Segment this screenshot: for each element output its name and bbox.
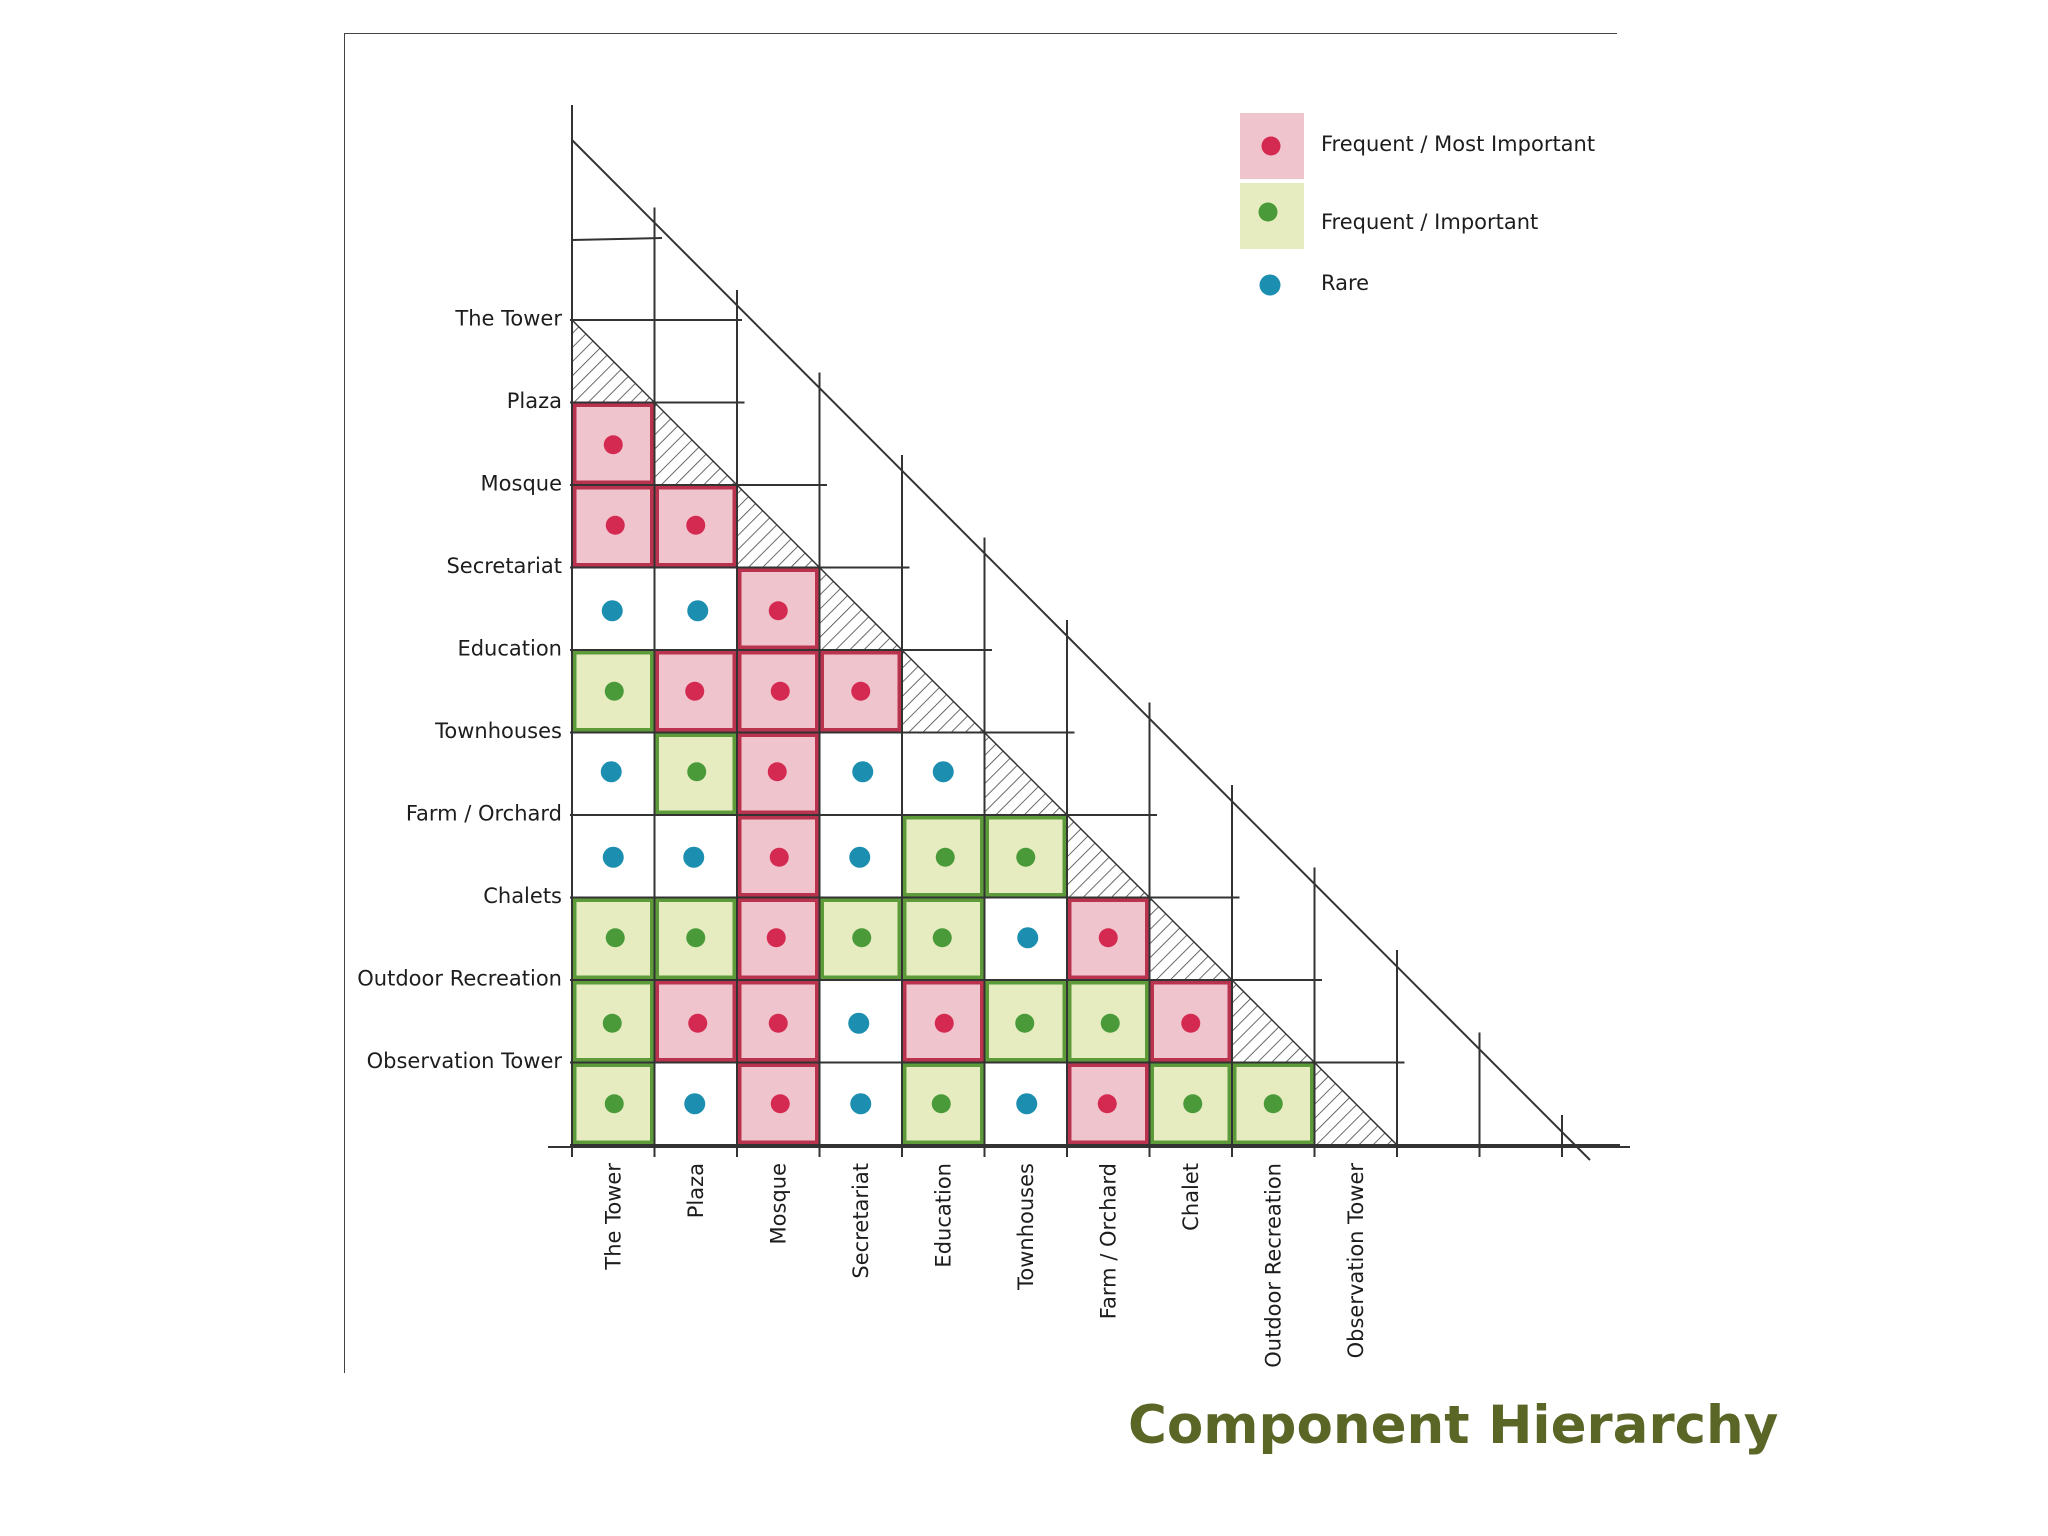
column-label: Outdoor Recreation	[1261, 1163, 1285, 1368]
row-label: The Tower	[454, 306, 562, 330]
dot-most	[766, 928, 786, 948]
cell-most	[1066, 1062, 1150, 1146]
dot-rare	[932, 761, 954, 783]
dot-most	[688, 1013, 708, 1033]
dot-rare	[1016, 1093, 1038, 1115]
dot-important	[604, 681, 624, 701]
dot-most	[768, 601, 788, 621]
dot-most	[1097, 1094, 1117, 1114]
dot-rare	[849, 846, 871, 868]
dot-rare	[684, 1093, 706, 1115]
dot-most	[605, 515, 625, 535]
dot-most	[851, 681, 871, 701]
legend-label-important: Frequent / Important	[1321, 210, 1538, 234]
dot-rare	[1017, 927, 1039, 949]
row-label: Chalets	[483, 884, 562, 908]
row-label: Observation Tower	[367, 1049, 563, 1073]
dot-rare	[600, 761, 622, 783]
row-label: Plaza	[507, 389, 562, 413]
dot-important	[686, 928, 706, 948]
dot-important	[1100, 1013, 1120, 1033]
row-labels: The Tower Plaza Mosque Secretariat Education…	[357, 306, 562, 1073]
dot-important	[1015, 1013, 1035, 1033]
legend: Frequent / Most Important Frequent / Impo…	[1240, 113, 1595, 296]
dot-most	[1181, 1013, 1201, 1033]
dot-important	[931, 1094, 951, 1114]
matrix-dots	[600, 435, 1283, 1115]
cell-most	[571, 484, 655, 568]
column-label: Mosque	[766, 1163, 790, 1244]
grid-h	[571, 237, 663, 241]
legend-label-rare: Rare	[1321, 271, 1369, 295]
cell-important	[571, 979, 655, 1063]
column-label: Townhouses	[1014, 1163, 1038, 1291]
dot-rare	[848, 1012, 870, 1034]
cell-important	[984, 814, 1068, 898]
dot-important	[687, 762, 707, 782]
row-label: Outdoor Recreation	[357, 966, 562, 990]
legend-label-most: Frequent / Most Important	[1321, 132, 1595, 156]
page-title: Component Hierarchy	[1128, 1395, 1779, 1456]
column-label: Plaza	[684, 1163, 708, 1218]
column-label: Secretariat	[849, 1163, 873, 1279]
legend-dot-rare	[1259, 274, 1281, 296]
legend-dot-most	[1261, 136, 1281, 156]
dot-most	[767, 762, 787, 782]
dot-important	[932, 928, 952, 948]
row-label: Farm / Orchard	[406, 801, 562, 825]
column-label: Education	[931, 1163, 955, 1268]
row-label: Secretariat	[446, 554, 562, 578]
dot-important	[605, 928, 625, 948]
frame-top-line	[344, 33, 1617, 34]
dot-rare	[852, 761, 874, 783]
dot-most	[770, 1094, 790, 1114]
dot-rare	[687, 600, 709, 622]
dot-important	[604, 1094, 624, 1114]
dot-most	[686, 515, 706, 535]
dot-rare	[602, 846, 624, 868]
dot-most	[769, 847, 789, 867]
column-label: The Tower	[601, 1163, 625, 1271]
dot-most	[768, 1013, 788, 1033]
column-label: Farm / Orchard	[1096, 1163, 1120, 1319]
row-label: Education	[457, 636, 562, 660]
dot-rare	[601, 600, 623, 622]
dot-rare	[683, 846, 705, 868]
column-label: Chalet	[1179, 1163, 1203, 1231]
dot-important	[1183, 1094, 1203, 1114]
row-label: Townhouses	[434, 719, 562, 743]
dot-important	[1263, 1094, 1283, 1114]
dot-important	[852, 928, 872, 948]
dot-important	[602, 1013, 622, 1033]
dot-most	[770, 681, 790, 701]
dot-rare	[850, 1093, 872, 1115]
matrix-cells	[571, 402, 1315, 1146]
dot-important	[935, 847, 955, 867]
dot-most	[603, 435, 623, 455]
dot-most	[1098, 928, 1118, 948]
column-label: Observation Tower	[1344, 1163, 1368, 1359]
dot-important	[1016, 847, 1036, 867]
column-labels: The Tower Plaza Mosque Secretariat Education…	[601, 1163, 1368, 1368]
frame-left-line	[344, 33, 345, 1373]
legend-dot-important	[1258, 202, 1278, 222]
dot-most	[934, 1013, 954, 1033]
inner-diagonal	[571, 319, 1398, 1146]
row-label: Mosque	[481, 471, 562, 495]
diagonal-line	[571, 139, 1591, 1161]
dot-most	[685, 681, 705, 701]
grid-lines	[548, 105, 1630, 1161]
